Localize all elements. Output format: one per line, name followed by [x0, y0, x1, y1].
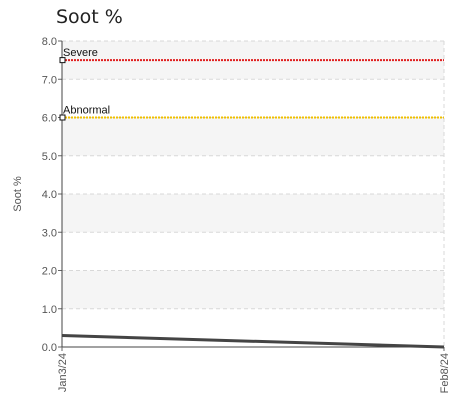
chart-title: Soot % — [56, 6, 123, 28]
x-tick-labels: Jan3/24 Feb8/24 — [57, 353, 451, 393]
y-tick-label: 5.0 — [42, 151, 57, 163]
y-tick-label: 0.0 — [42, 342, 57, 354]
y-tick-label: 3.0 — [42, 227, 57, 239]
plot-band — [62, 194, 444, 233]
axes — [58, 40, 445, 351]
y-axis-title: Soot % — [12, 176, 24, 212]
x-tick-label: Feb8/24 — [439, 353, 451, 393]
x-tick-label: Jan3/24 — [57, 353, 69, 392]
plot-bands — [62, 41, 444, 309]
y-tick-label: 4.0 — [42, 189, 57, 201]
threshold-marker — [59, 114, 66, 121]
series-line — [61, 334, 445, 349]
y-tick-label: 8.0 — [42, 36, 57, 48]
y-tick-label: 7.0 — [42, 74, 57, 86]
y-tick-label: 6.0 — [42, 113, 57, 125]
threshold-label: Severe — [63, 47, 98, 59]
threshold-marker — [59, 57, 66, 64]
plot-band — [62, 270, 444, 309]
y-tick-labels: 0.0 1.0 2.0 3.0 4.0 5.0 6.0 7.0 8.0 — [42, 36, 57, 354]
y-tick-label: 1.0 — [42, 304, 57, 316]
threshold-lines: Severe Abnormal — [59, 47, 444, 121]
data-series — [61, 334, 445, 349]
y-tick-label: 2.0 — [42, 266, 57, 278]
threshold-label: Abnormal — [63, 105, 110, 117]
plot-band — [62, 117, 444, 156]
